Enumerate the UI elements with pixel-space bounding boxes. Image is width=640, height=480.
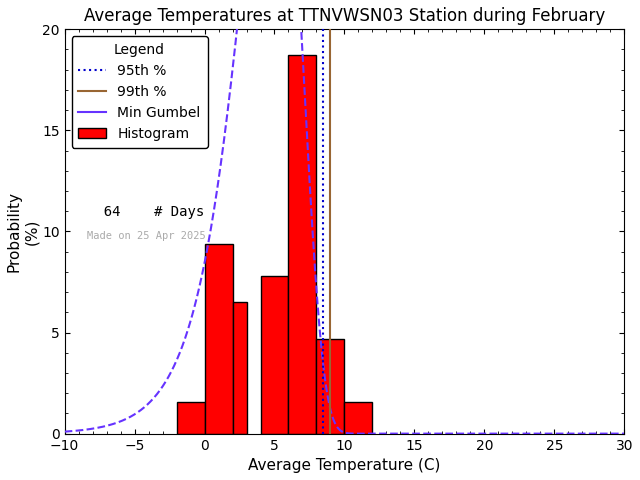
Bar [316, 339, 344, 433]
Bar [177, 402, 205, 433]
Bar [260, 276, 289, 433]
Title: Average Temperatures at TTNVWSN03 Station during February: Average Temperatures at TTNVWSN03 Statio… [84, 7, 605, 25]
Bar [289, 55, 316, 433]
Text: Made on 25 Apr 2025: Made on 25 Apr 2025 [87, 231, 205, 241]
Bar [205, 244, 232, 433]
Bar [232, 302, 246, 433]
Y-axis label: Probability
(%): Probability (%) [7, 191, 39, 272]
Bar [344, 402, 372, 433]
Legend: 95th %, 99th %, Min Gumbel, Histogram: 95th %, 99th %, Min Gumbel, Histogram [72, 36, 207, 148]
Text: 64    # Days: 64 # Days [87, 205, 204, 219]
X-axis label: Average Temperature (C): Average Temperature (C) [248, 458, 441, 473]
